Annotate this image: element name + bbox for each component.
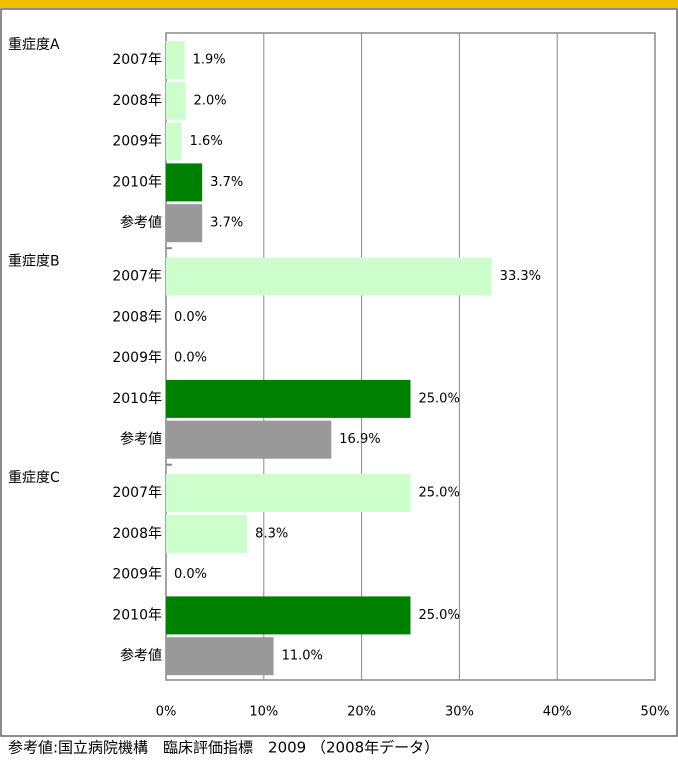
value-label: 3.7% [210,216,243,231]
bar [166,596,411,635]
value-label: 11.0% [282,649,323,664]
y-tick-label: 参考値 [120,214,162,231]
bar [166,163,203,202]
y-tick-label: 参考値 [120,431,162,448]
y-tick-label: 2008年 [112,93,162,109]
value-label: 1.9% [193,53,226,68]
value-label: 1.6% [190,134,223,149]
x-tick-label: 20% [347,705,376,720]
top-band [0,0,678,8]
value-label: 2.0% [194,93,227,108]
value-label: 25.0% [419,486,460,501]
y-tick-label: 2007年 [112,485,162,501]
bar [166,41,185,79]
value-label: 25.0% [419,608,460,623]
bar [166,122,182,161]
x-tick-label: 30% [445,705,474,720]
y-tick-label: 2008年 [112,526,162,542]
x-tick-label: 40% [543,705,572,720]
bar [166,514,248,553]
value-label: 25.0% [419,391,460,406]
y-tick-label: 2009年 [112,350,162,366]
value-label: 3.7% [210,175,243,190]
y-tick-label: 2009年 [112,134,162,150]
bar [166,81,186,120]
group-label: 重症度A [8,37,60,53]
bar [166,474,411,512]
bar [166,420,332,459]
group-label: 重症度C [8,470,60,486]
plot-area [165,32,656,681]
group-label: 重症度B [8,254,60,270]
value-label: 16.9% [339,432,380,447]
bar [166,379,411,418]
y-tick-label: 2008年 [112,309,162,325]
x-tick-label: 0% [156,705,177,720]
x-tick-label: 10% [249,705,278,720]
x-tick-label: 50% [641,705,670,720]
value-label: 0.0% [174,351,207,366]
value-label: 8.3% [255,526,288,541]
y-tick-label: 2010年 [112,607,162,623]
y-tick-label: 参考値 [120,647,162,664]
y-tick-label: 2010年 [112,174,162,190]
value-label: 0.0% [174,567,207,582]
bar [166,257,492,296]
y-tick-label: 2007年 [112,269,162,285]
note: 参考値:国立病院機構 臨床評価指標 2009 （2008年データ） [8,739,439,757]
bar [166,637,274,676]
value-label: 33.3% [500,269,541,284]
y-tick-label: 2010年 [112,391,162,407]
value-label: 0.0% [174,310,207,325]
bar [166,204,203,243]
y-tick-label: 2007年 [112,52,162,68]
y-tick-label: 2009年 [112,567,162,583]
